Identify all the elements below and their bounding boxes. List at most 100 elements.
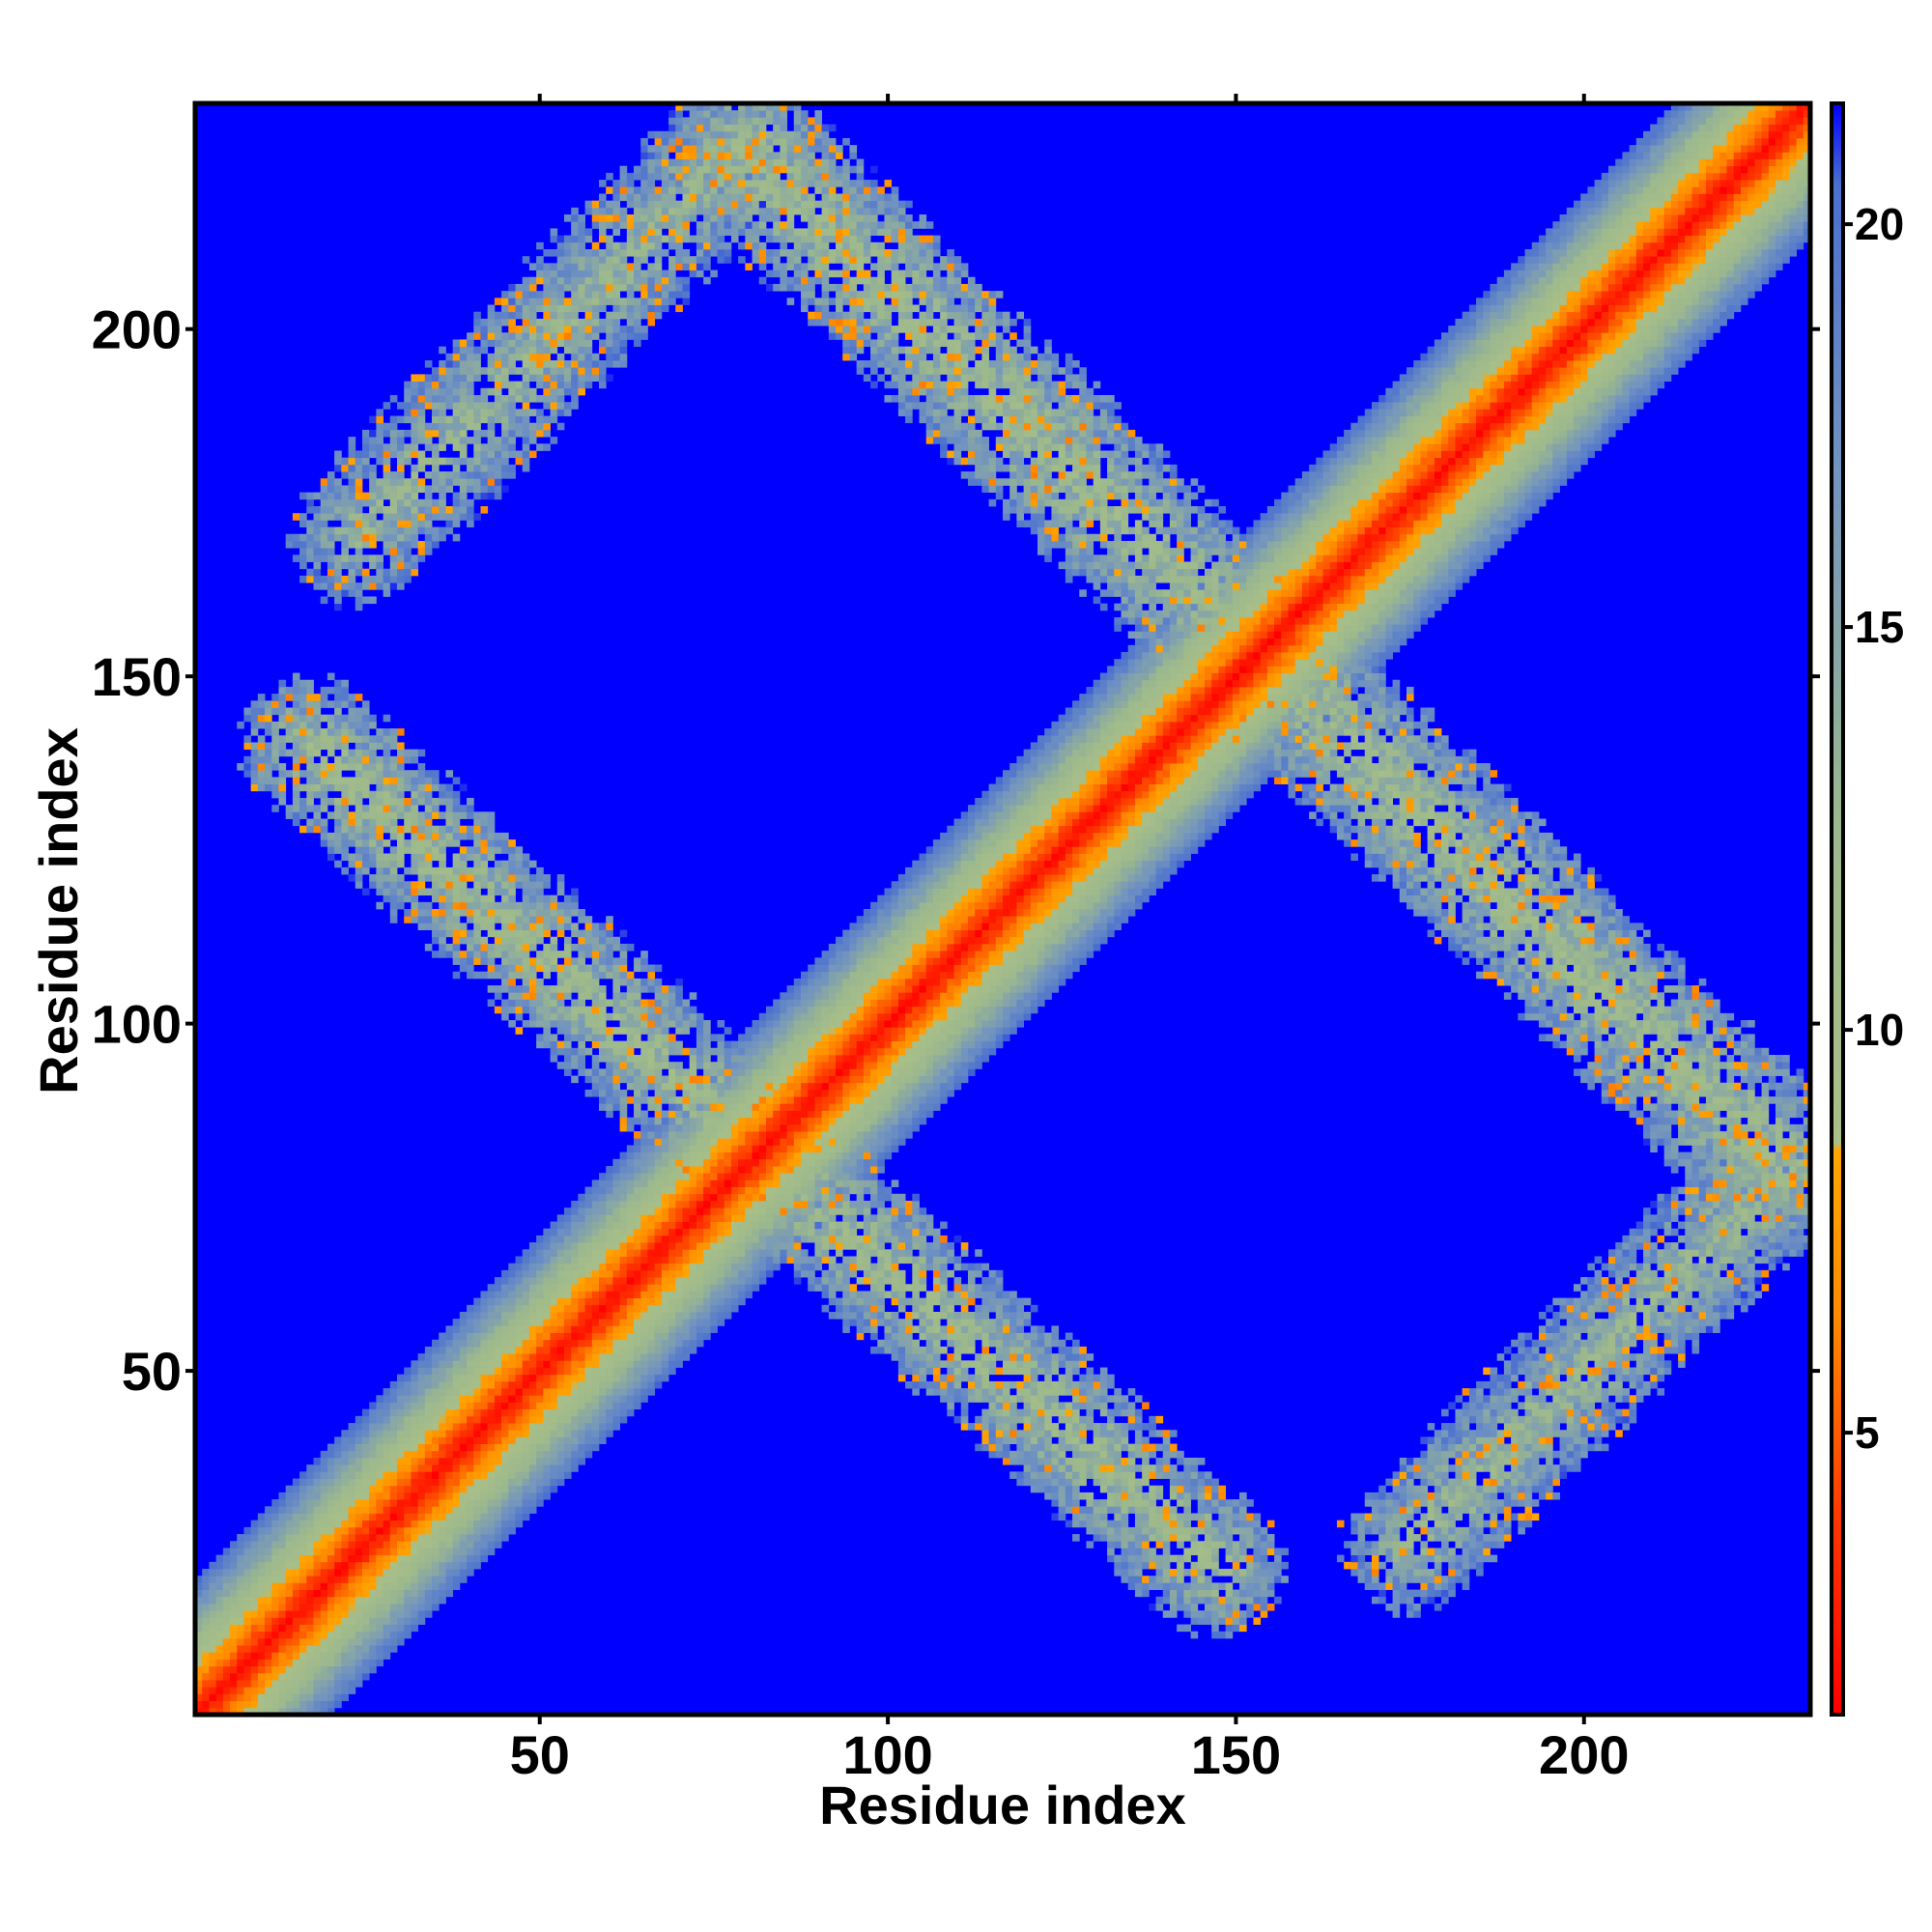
heatmap-cell [376, 1548, 384, 1556]
heatmap-cell [292, 1687, 300, 1694]
heatmap-cell [411, 492, 419, 500]
heatmap-cell [341, 1617, 349, 1625]
heatmap-cell [313, 811, 322, 819]
heatmap-cell [348, 735, 356, 743]
heatmap-cell [626, 1277, 635, 1285]
heatmap-cell [383, 506, 391, 514]
heatmap-cell [202, 1645, 210, 1653]
heatmap-cell [237, 1707, 244, 1716]
heatmap-cell [389, 1645, 398, 1653]
heatmap-cell [417, 881, 426, 889]
heatmap-cell [487, 409, 496, 416]
heatmap-cell [647, 1319, 656, 1326]
heatmap-cell [661, 1256, 669, 1264]
heatmap-cell [355, 1582, 363, 1590]
heatmap-cell [661, 207, 669, 215]
heatmap-cell [528, 291, 537, 298]
heatmap-cell [599, 1380, 607, 1389]
heatmap-cell [563, 339, 572, 348]
heatmap-cell [599, 1291, 607, 1299]
heatmap-cell [411, 1617, 419, 1625]
heatmap-cell [278, 1589, 287, 1598]
heatmap-cell [578, 1367, 585, 1376]
heatmap-cell [647, 1374, 656, 1382]
heatmap-cell [432, 506, 440, 514]
heatmap-cell [584, 248, 593, 257]
heatmap-cell [285, 1665, 294, 1674]
heatmap-cell [376, 1430, 384, 1437]
heatmap-cell [473, 1513, 481, 1521]
heatmap-cell [467, 1554, 474, 1563]
heatmap-cell [404, 1436, 412, 1444]
heatmap-cell [334, 506, 342, 514]
heatmap-cell [508, 422, 516, 431]
heatmap-cell [452, 874, 461, 882]
heatmap-cell [348, 1499, 356, 1507]
heatmap-cell [271, 1665, 279, 1674]
heatmap-cell [494, 992, 502, 1000]
heatmap-cell [459, 1415, 468, 1424]
heatmap-cell [647, 214, 656, 222]
heatmap-cell [348, 1478, 356, 1487]
heatmap-cell [640, 1263, 648, 1271]
heatmap-cell [634, 1040, 641, 1049]
heatmap-cell [306, 1652, 314, 1660]
heatmap-cell [432, 540, 440, 549]
heatmap-cell [536, 929, 544, 938]
heatmap-cell [271, 1700, 279, 1709]
heatmap-cell [606, 1263, 613, 1271]
heatmap-cell [230, 1554, 238, 1563]
heatmap-cell [341, 1582, 349, 1590]
heatmap-cell [612, 1339, 621, 1348]
heatmap-cell [522, 867, 530, 875]
heatmap-cell [404, 1506, 412, 1514]
heatmap-cell [439, 1430, 446, 1437]
heatmap-cell [606, 916, 613, 923]
heatmap-cell [522, 1346, 530, 1354]
heatmap-cell [556, 901, 565, 910]
heatmap-cell [599, 1012, 607, 1021]
heatmap-cell [591, 1325, 600, 1333]
heatmap-cell [606, 1312, 613, 1320]
heatmap-cell [320, 805, 328, 812]
heatmap-cell [515, 909, 524, 917]
heatmap-cell [473, 909, 481, 917]
heatmap-cell [501, 929, 509, 938]
heatmap-cell [584, 1284, 593, 1292]
heatmap-cell [536, 1471, 544, 1479]
heatmap-cell [320, 1464, 328, 1472]
heatmap-cell [606, 346, 613, 355]
heatmap-cell [285, 1603, 294, 1611]
heatmap-cell [334, 763, 342, 771]
heatmap-cell [292, 1652, 300, 1660]
heatmap-cell [285, 1576, 294, 1583]
heatmap-cell [313, 707, 322, 716]
heatmap-cell [341, 1569, 349, 1577]
heatmap-cell [348, 1631, 356, 1639]
heatmap-cell [515, 1339, 524, 1348]
heatmap-cell [439, 881, 446, 889]
heatmap-cell [439, 429, 446, 438]
heatmap-cell [522, 929, 530, 938]
heatmap-cell [473, 443, 481, 451]
heatmap-cell [348, 1569, 356, 1577]
heatmap-cell [606, 1408, 613, 1417]
heatmap-cell [452, 374, 461, 382]
heatmap-cell [528, 1395, 537, 1403]
heatmap-cell [417, 1541, 426, 1548]
heatmap-cell [334, 797, 342, 806]
heatmap-cell [508, 1388, 516, 1396]
heatmap-cell [334, 498, 342, 507]
heatmap-cell [432, 1450, 440, 1459]
heatmap-cell [459, 1513, 468, 1521]
heatmap-cell [508, 1332, 516, 1341]
heatmap-cell [467, 825, 474, 834]
heatmap-cell [543, 881, 551, 889]
heatmap-cell [522, 443, 530, 451]
heatmap-cell [528, 450, 537, 459]
heatmap-cell [578, 1256, 585, 1264]
heatmap-cell [550, 326, 558, 333]
heatmap-cell [327, 1659, 335, 1667]
heatmap-cell [327, 763, 335, 771]
heatmap-cell [606, 318, 613, 327]
